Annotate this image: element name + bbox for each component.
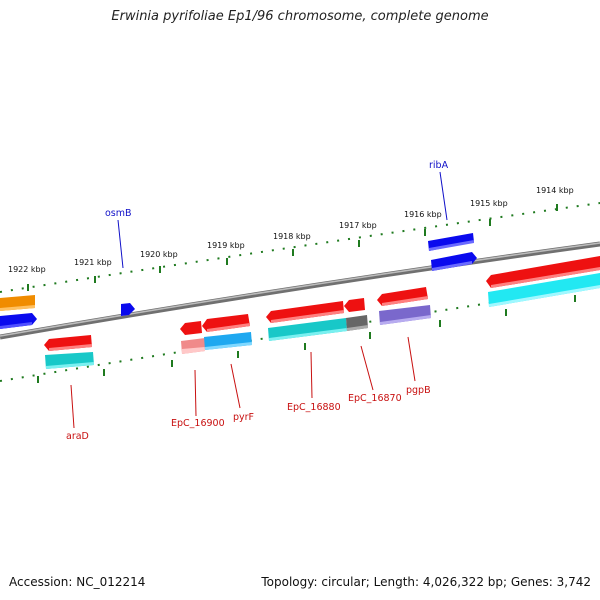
- gene-arrow-shade: [491, 267, 600, 288]
- tick-label: 1917 kbp: [339, 221, 377, 230]
- tick-label: 1922 kbp: [8, 265, 46, 274]
- cds-right-shade: [489, 285, 600, 307]
- gene-pgpB-arrow-shade: [382, 296, 428, 306]
- gene-pyrF-arrow-shade: [207, 323, 250, 332]
- cds-pgpB[interactable]: [379, 305, 431, 325]
- label-leaders: [70, 171, 448, 429]
- gene-ribA-2-arrow-shade: [432, 261, 472, 271]
- tick-label: 1914 kbp: [536, 186, 574, 195]
- gene-label-araD[interactable]: araD: [66, 431, 89, 442]
- gene-labels: osmB ribA araD EpC_16900 pyrF EpC_16880 …: [66, 160, 449, 442]
- gene-label-pgpB[interactable]: pgpB: [406, 385, 431, 396]
- gene-label-EpC_16870[interactable]: EpC_16870: [348, 393, 402, 404]
- gene-ribA-arrow-shade: [429, 240, 474, 251]
- outer-major-ticks: [27, 204, 558, 291]
- tick-label: 1919 kbp: [207, 241, 245, 250]
- accession-label: Accession: NC_012214: [9, 575, 146, 589]
- gene-label-pyrF[interactable]: pyrF: [233, 412, 254, 423]
- gene-araD-arrow-shade: [49, 344, 92, 351]
- gene-EpC_16870-arrow[interactable]: [344, 298, 365, 312]
- tick-label: 1916 kbp: [404, 210, 442, 219]
- cds-araD-shade: [46, 362, 94, 369]
- cds-EpC_16900-shade: [182, 347, 205, 354]
- kbp-tick-labels: 1922 kbp 1921 kbp 1920 kbp 1919 kbp 1918…: [8, 186, 574, 274]
- chart-title: Erwinia pyrifoliae Ep1/96 chromosome, co…: [111, 9, 489, 24]
- chromosome-backbone-highlight: [0, 242, 600, 337]
- tick-label: 1918 kbp: [273, 232, 311, 241]
- gene-osmB-arrow[interactable]: [121, 303, 135, 316]
- gene-label-EpC_16900[interactable]: EpC_16900: [171, 418, 225, 429]
- cds-EpC_16880[interactable]: [268, 318, 347, 341]
- genome-summary-label: Topology: circular; Length: 4,026,322 bp…: [261, 575, 591, 589]
- cds-right[interactable]: [488, 273, 600, 307]
- reverse-genes: [0, 256, 600, 369]
- inner-major-ticks: [37, 295, 576, 383]
- gene-EpC_16880-arrow-shade: [271, 310, 344, 323]
- cds-pyrF-shade: [205, 342, 252, 350]
- gene-label-ribA[interactable]: ribA: [429, 160, 449, 171]
- tick-label: 1920 kbp: [140, 250, 178, 259]
- gene-pgpB-arrow[interactable]: [377, 287, 428, 306]
- cds-EpC_16870-shade: [347, 325, 368, 331]
- tick-label: 1921 kbp: [74, 258, 112, 267]
- forward-genes: [0, 233, 477, 329]
- cds-orange-shade: [0, 305, 35, 311]
- gene-EpC_16880-arrow[interactable]: [266, 301, 344, 323]
- gene-arrow-shade: [0, 322, 32, 329]
- gene-EpC_16900-arrow[interactable]: [180, 321, 202, 335]
- chromosome-backbone: [0, 241, 600, 340]
- cds-pgpB-shade: [380, 315, 431, 325]
- cds-EpC_16880-shade: [269, 328, 347, 341]
- gene-label-EpC_16880[interactable]: EpC_16880: [287, 402, 341, 413]
- gene-label-osmB[interactable]: osmB: [105, 208, 132, 219]
- gene-arrow[interactable]: [486, 256, 600, 288]
- tick-label: 1915 kbp: [470, 199, 508, 208]
